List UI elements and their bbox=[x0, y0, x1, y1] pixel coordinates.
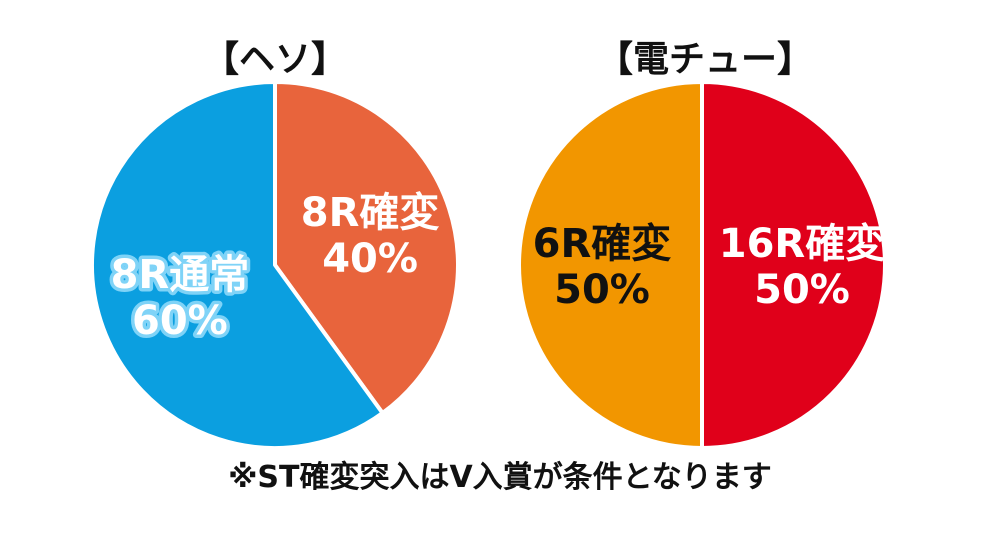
chart-title-denchu: 【電チュー】 bbox=[596, 39, 813, 80]
pie0-slice-1 bbox=[90, 80, 385, 450]
pie1-slice-0-percent: 50% bbox=[754, 267, 850, 313]
pie0-slice-1-label: 8R通常 bbox=[111, 252, 250, 298]
pie0-slice-0-label: 8R確変 bbox=[301, 190, 440, 236]
pie1-slice-1-label: 6R確変 bbox=[533, 221, 672, 267]
footnote: ※ST確変突入はV入賞が条件となります bbox=[228, 460, 772, 495]
pie0-slice-0-percent: 40% bbox=[322, 236, 418, 282]
pie1-slice-1-percent: 50% bbox=[554, 267, 650, 313]
pie1-slice-0-label: 16R確変 bbox=[719, 221, 885, 267]
pie0-slice-1-percent: 60% bbox=[132, 298, 228, 344]
pie0-slice-0 bbox=[273, 80, 460, 416]
pie1-slice-0 bbox=[700, 80, 887, 450]
pie1-slice-1 bbox=[517, 80, 704, 450]
chart-title-heso: 【ヘソ】 bbox=[202, 39, 347, 80]
